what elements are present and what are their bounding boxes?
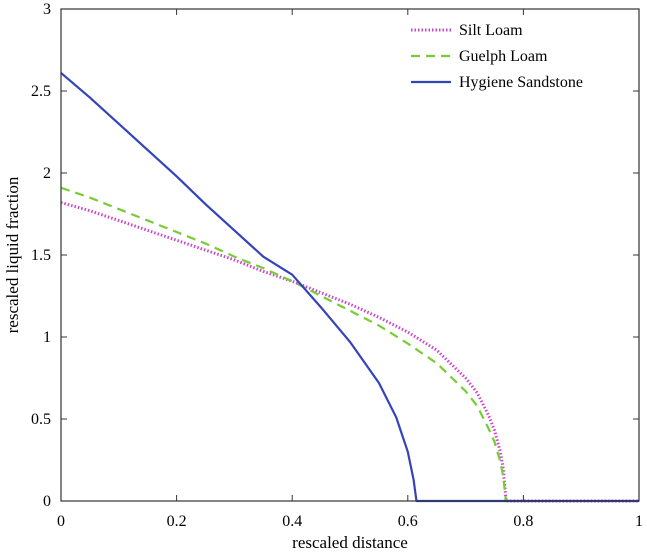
x-tick-label: 1 — [635, 513, 643, 530]
y-tick-label: 0 — [43, 493, 51, 510]
x-tick-label: 0.8 — [513, 513, 533, 530]
x-axis-label: rescaled distance — [292, 533, 408, 552]
y-tick-label: 2.5 — [31, 83, 51, 100]
y-tick-label: 3 — [43, 1, 51, 18]
legend-label: Hygiene Sandstone — [459, 74, 583, 91]
x-tick-label: 0.6 — [398, 513, 418, 530]
x-tick-label: 0 — [57, 513, 65, 530]
series-line-2 — [61, 73, 639, 501]
legend-label: Guelph Loam — [459, 48, 548, 65]
y-tick-label: 1 — [43, 329, 51, 346]
x-tick-label: 0.2 — [167, 513, 187, 530]
y-tick-label: 0.5 — [31, 411, 51, 428]
legend: Silt Loam Guelph Loam Hygiene Sandstone — [411, 22, 583, 91]
y-axis-label: rescaled liquid fraction — [3, 176, 22, 333]
legend-label: Silt Loam — [459, 22, 523, 39]
y-tick-label: 2 — [43, 165, 51, 182]
y-tick-label: 1.5 — [31, 247, 51, 264]
series-line-1 — [61, 188, 506, 501]
x-tick-label: 0.4 — [282, 513, 302, 530]
series-line-0 — [61, 203, 639, 501]
plot-lines — [61, 73, 639, 501]
